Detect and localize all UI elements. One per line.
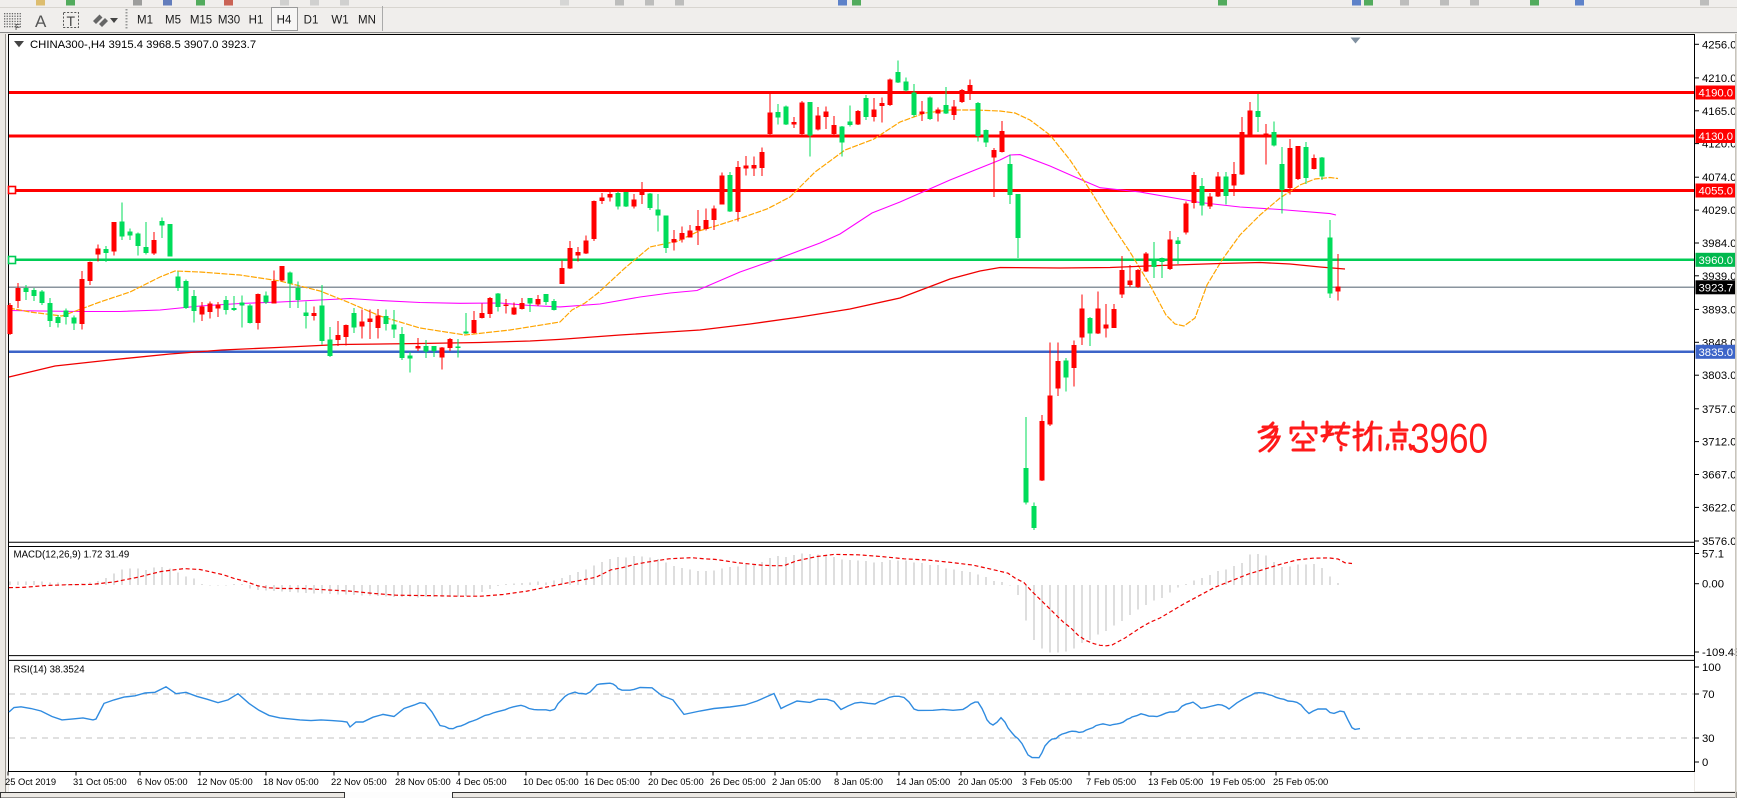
svg-text:3622.0: 3622.0	[1702, 502, 1737, 514]
svg-text:31 Oct 05:00: 31 Oct 05:00	[73, 776, 127, 787]
svg-text:D1: D1	[304, 15, 319, 27]
svg-text:-109.43: -109.43	[1702, 647, 1737, 659]
svg-text:25 Feb 05:00: 25 Feb 05:00	[1273, 776, 1328, 787]
svg-text:4210.0: 4210.0	[1702, 73, 1737, 85]
svg-text:W1: W1	[331, 15, 348, 27]
svg-text:4074.0: 4074.0	[1702, 172, 1737, 184]
svg-text:10 Dec 05:00: 10 Dec 05:00	[523, 776, 579, 787]
svg-text:22 Nov 05:00: 22 Nov 05:00	[331, 776, 387, 787]
svg-text:4165.0: 4165.0	[1702, 106, 1737, 118]
svg-text:4029.0: 4029.0	[1702, 205, 1737, 217]
svg-text:13 Feb 05:00: 13 Feb 05:00	[1148, 776, 1203, 787]
svg-text:A: A	[35, 12, 47, 31]
svg-text:3893.0: 3893.0	[1702, 304, 1737, 316]
svg-text:0: 0	[1702, 757, 1708, 769]
svg-text:18 Nov 05:00: 18 Nov 05:00	[263, 776, 319, 787]
svg-text:4256.0: 4256.0	[1702, 39, 1737, 51]
svg-text:70: 70	[1702, 689, 1715, 701]
svg-text:M30: M30	[218, 15, 240, 27]
svg-text:2 Jan 05:00: 2 Jan 05:00	[772, 776, 821, 787]
svg-text:3984.0: 3984.0	[1702, 238, 1737, 250]
svg-text:3576.0: 3576.0	[1702, 536, 1737, 548]
svg-text:3960: 3960	[1410, 415, 1488, 462]
svg-text:MACD(12,26,9) 1.72 31.49: MACD(12,26,9) 1.72 31.49	[14, 550, 130, 561]
svg-text:RSI(14) 38.3524: RSI(14) 38.3524	[14, 665, 86, 676]
svg-text:8 Jan 05:00: 8 Jan 05:00	[834, 776, 883, 787]
svg-text:3960.0: 3960.0	[1699, 255, 1734, 267]
svg-text:CHINA300-,H4 3915.4 3968.5 39: CHINA300-,H4 3915.4 3968.5 3907.0 3923.7	[30, 39, 256, 51]
svg-text:4190.0: 4190.0	[1699, 88, 1734, 100]
svg-text:3667.0: 3667.0	[1702, 470, 1737, 482]
svg-text:3923.7: 3923.7	[1699, 283, 1734, 295]
svg-text:6 Nov 05:00: 6 Nov 05:00	[137, 776, 188, 787]
svg-text:F: F	[15, 23, 20, 32]
svg-text:0.00: 0.00	[1702, 579, 1724, 591]
svg-text:28 Nov 05:00: 28 Nov 05:00	[395, 776, 451, 787]
svg-text:3803.0: 3803.0	[1702, 370, 1737, 382]
svg-text:M1: M1	[137, 15, 153, 27]
svg-text:T: T	[67, 13, 76, 29]
svg-text:M5: M5	[165, 15, 181, 27]
svg-text:25 Oct 2019: 25 Oct 2019	[5, 776, 56, 787]
svg-text:100: 100	[1702, 662, 1721, 674]
svg-text:20 Dec 05:00: 20 Dec 05:00	[648, 776, 704, 787]
svg-text:3 Feb 05:00: 3 Feb 05:00	[1022, 776, 1072, 787]
svg-text:3835.0: 3835.0	[1699, 347, 1734, 359]
svg-text:57.1: 57.1	[1702, 549, 1724, 561]
svg-text:7 Feb 05:00: 7 Feb 05:00	[1086, 776, 1136, 787]
svg-text:3712.0: 3712.0	[1702, 437, 1737, 449]
svg-text:H4: H4	[277, 15, 292, 27]
svg-text:16 Dec 05:00: 16 Dec 05:00	[584, 776, 640, 787]
svg-text:3939.0: 3939.0	[1702, 271, 1737, 283]
svg-text:26 Dec 05:00: 26 Dec 05:00	[710, 776, 766, 787]
svg-text:20 Jan 05:00: 20 Jan 05:00	[958, 776, 1012, 787]
svg-text:H1: H1	[249, 15, 264, 27]
svg-text:M15: M15	[190, 15, 212, 27]
svg-text:4130.0: 4130.0	[1699, 131, 1734, 143]
svg-text:14 Jan 05:00: 14 Jan 05:00	[896, 776, 950, 787]
svg-text:4 Dec 05:00: 4 Dec 05:00	[456, 776, 507, 787]
svg-text:12 Nov 05:00: 12 Nov 05:00	[197, 776, 253, 787]
svg-text:3757.0: 3757.0	[1702, 404, 1737, 416]
svg-text:MN: MN	[358, 15, 376, 27]
svg-text:19 Feb 05:00: 19 Feb 05:00	[1210, 776, 1265, 787]
svg-text:30: 30	[1702, 733, 1715, 745]
svg-text:4055.0: 4055.0	[1699, 186, 1734, 198]
